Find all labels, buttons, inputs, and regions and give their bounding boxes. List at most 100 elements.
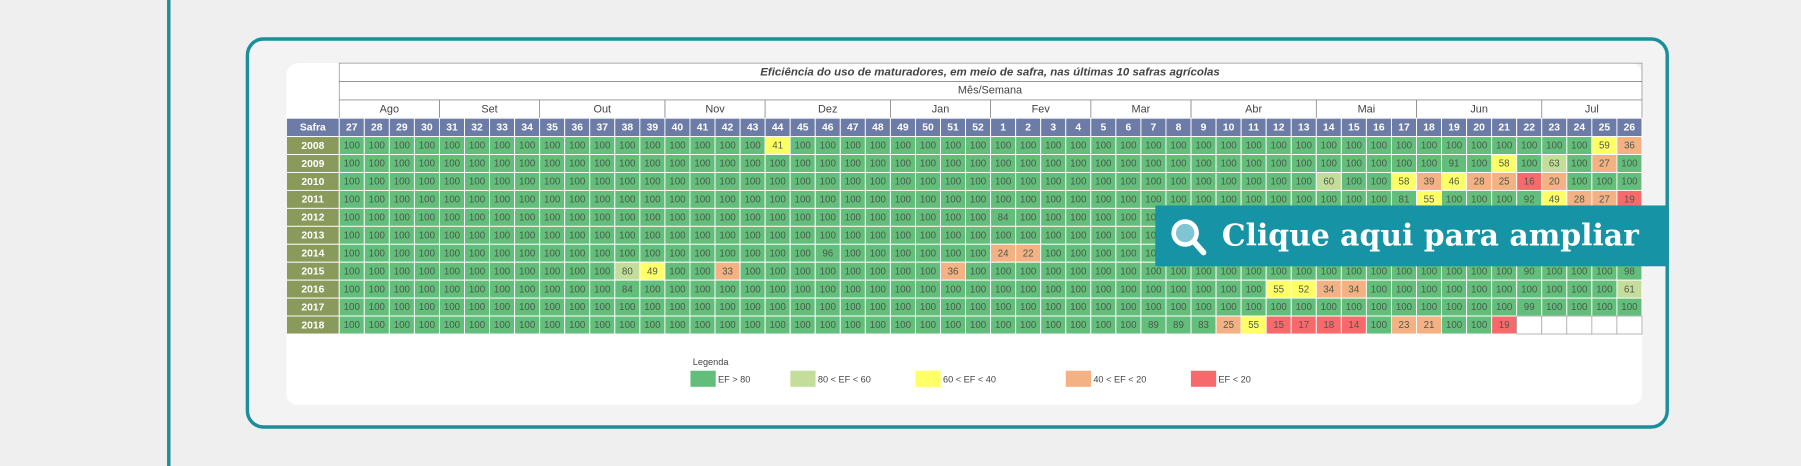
value-label: 100 bbox=[1446, 266, 1463, 277]
value-label: 100 bbox=[419, 159, 436, 170]
value-label: 100 bbox=[1070, 320, 1087, 331]
value-label: 100 bbox=[1446, 195, 1463, 206]
value-label: 100 bbox=[1070, 159, 1087, 170]
value-label: 100 bbox=[1371, 284, 1388, 295]
zoom-button-bg[interactable] bbox=[1155, 205, 1668, 267]
value-label: 100 bbox=[1396, 266, 1413, 277]
value-label: 100 bbox=[870, 302, 887, 313]
value-label: 21 bbox=[1424, 320, 1435, 331]
value-label: 100 bbox=[1371, 141, 1388, 152]
value-label: 100 bbox=[1446, 320, 1463, 331]
value-label: 100 bbox=[394, 159, 411, 170]
legend-swatch bbox=[1065, 370, 1092, 387]
value-label: 100 bbox=[494, 302, 511, 313]
value-label: 89 bbox=[1148, 320, 1159, 331]
value-label: 100 bbox=[444, 177, 461, 188]
value-label: 100 bbox=[845, 213, 862, 224]
value-label: 100 bbox=[469, 302, 486, 313]
value-label: 100 bbox=[1120, 213, 1137, 224]
value-label: 100 bbox=[1571, 284, 1588, 295]
value-label: 100 bbox=[920, 230, 937, 241]
safra-label: 2010 bbox=[301, 177, 324, 188]
value-label: 100 bbox=[1045, 284, 1062, 295]
value-label: 100 bbox=[444, 248, 461, 259]
value-label: 100 bbox=[519, 141, 536, 152]
value-label: 81 bbox=[1399, 195, 1410, 206]
legend-swatch bbox=[915, 370, 941, 387]
value-label: 100 bbox=[1421, 266, 1438, 277]
week-label: 38 bbox=[622, 123, 634, 134]
value-label: 100 bbox=[1195, 159, 1212, 170]
week-label: 4 bbox=[1075, 123, 1081, 134]
value-label: 100 bbox=[1571, 266, 1588, 277]
value-label: 100 bbox=[1020, 230, 1037, 241]
value-label: 100 bbox=[1271, 195, 1288, 206]
value-label: 100 bbox=[945, 320, 962, 331]
value-label: 100 bbox=[1496, 195, 1513, 206]
value-label: 100 bbox=[995, 284, 1012, 295]
value-label: 100 bbox=[770, 159, 787, 170]
value-label: 100 bbox=[444, 302, 461, 313]
value-label: 100 bbox=[694, 213, 711, 224]
value-label: 100 bbox=[1045, 177, 1062, 188]
value-label: 100 bbox=[1095, 195, 1112, 206]
value-label: 100 bbox=[744, 284, 761, 295]
value-label: 100 bbox=[870, 266, 887, 277]
month-label: Set bbox=[481, 103, 497, 115]
value-label: 100 bbox=[1020, 213, 1037, 224]
week-label: 1 bbox=[1000, 123, 1006, 134]
value-label: 100 bbox=[1346, 195, 1363, 206]
value-label: 100 bbox=[644, 248, 661, 259]
value-label: 100 bbox=[569, 248, 586, 259]
value-label: 100 bbox=[1371, 266, 1388, 277]
value-label: 100 bbox=[1571, 141, 1588, 152]
value-label: 100 bbox=[1145, 159, 1162, 170]
week-label: 35 bbox=[546, 123, 558, 134]
value-label: 100 bbox=[1020, 266, 1037, 277]
value-label: 100 bbox=[770, 320, 787, 331]
value-label: 100 bbox=[920, 213, 937, 224]
value-label: 100 bbox=[1220, 159, 1237, 170]
value-label: 100 bbox=[1045, 230, 1062, 241]
value-label: 100 bbox=[1321, 302, 1338, 313]
value-label: 100 bbox=[544, 302, 561, 313]
week-label: 39 bbox=[647, 123, 659, 134]
safra-label: 2018 bbox=[301, 320, 324, 331]
week-label: 46 bbox=[822, 123, 834, 134]
value-label: 100 bbox=[569, 302, 586, 313]
value-label: 100 bbox=[519, 248, 536, 259]
value-label: 100 bbox=[394, 195, 411, 206]
value-label: 100 bbox=[795, 177, 812, 188]
value-label: 100 bbox=[820, 266, 837, 277]
value-label: 100 bbox=[719, 159, 736, 170]
value-label: 100 bbox=[694, 248, 711, 259]
value-label: 100 bbox=[1596, 177, 1613, 188]
value-label: 100 bbox=[369, 266, 386, 277]
value-label: 84 bbox=[622, 284, 633, 295]
value-label: 100 bbox=[419, 213, 436, 224]
value-label: 100 bbox=[845, 302, 862, 313]
value-label: 100 bbox=[519, 230, 536, 241]
value-label: 100 bbox=[1546, 141, 1563, 152]
zoom-button[interactable]: Clique aqui para ampliar bbox=[1155, 205, 1668, 267]
week-label: 18 bbox=[1423, 123, 1435, 134]
value-label: 100 bbox=[1396, 141, 1413, 152]
value-label: 100 bbox=[444, 213, 461, 224]
zoom-icon-handle[interactable] bbox=[1191, 239, 1207, 256]
value-label: 100 bbox=[920, 159, 937, 170]
value-label: 100 bbox=[920, 266, 937, 277]
value-label: 100 bbox=[1220, 141, 1237, 152]
value-label: 100 bbox=[970, 195, 987, 206]
zoom-icon[interactable] bbox=[1171, 219, 1199, 247]
value-label: 100 bbox=[1346, 177, 1363, 188]
value-label: 100 bbox=[669, 284, 686, 295]
week-label: 24 bbox=[1574, 123, 1586, 134]
value-label: 100 bbox=[394, 302, 411, 313]
value-label: 100 bbox=[519, 302, 536, 313]
value-label: 100 bbox=[1271, 302, 1288, 313]
value-label: 100 bbox=[1271, 177, 1288, 188]
value-label: 100 bbox=[995, 159, 1012, 170]
zoom-button-label[interactable]: Clique aqui para ampliar bbox=[1222, 219, 1640, 254]
value-label: 89 bbox=[1173, 320, 1184, 331]
